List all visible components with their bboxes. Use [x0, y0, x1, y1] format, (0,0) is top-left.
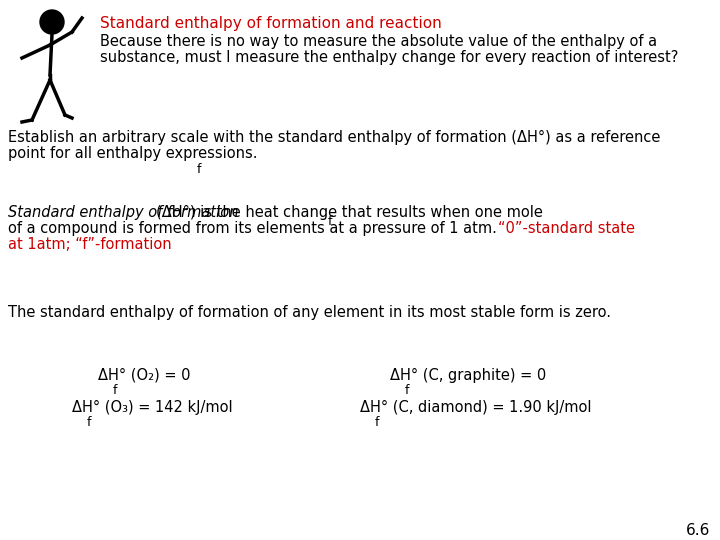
Text: substance, must I measure the enthalpy change for every reaction of interest?: substance, must I measure the enthalpy c… [100, 50, 678, 65]
Text: Standard enthalpy of formation: Standard enthalpy of formation [8, 205, 238, 220]
Text: ΔH° (C, diamond) = 1.90 kJ/mol: ΔH° (C, diamond) = 1.90 kJ/mol [360, 400, 592, 415]
Text: of a compound is formed from its elements at a pressure of 1 atm.: of a compound is formed from its element… [8, 221, 506, 236]
Text: at 1atm; “f”-formation: at 1atm; “f”-formation [8, 237, 171, 252]
Text: ΔH° (O₂) = 0: ΔH° (O₂) = 0 [98, 368, 191, 383]
Text: 6.6: 6.6 [685, 523, 710, 538]
Text: f: f [87, 416, 91, 429]
Text: f: f [405, 384, 410, 397]
Text: The standard enthalpy of formation of any element in its most stable form is zer: The standard enthalpy of formation of an… [8, 305, 611, 320]
Text: (ΔH°) is the heat change that results when one mole: (ΔH°) is the heat change that results wh… [8, 205, 543, 220]
Text: Because there is no way to measure the absolute value of the enthalpy of a: Because there is no way to measure the a… [100, 34, 657, 49]
Circle shape [40, 10, 64, 34]
Text: f: f [197, 163, 202, 176]
Text: point for all enthalpy expressions.: point for all enthalpy expressions. [8, 146, 258, 161]
Text: Establish an arbitrary scale with the standard enthalpy of formation (ΔH°) as a : Establish an arbitrary scale with the st… [8, 130, 660, 145]
Text: f: f [375, 416, 379, 429]
Text: “0”-standard state: “0”-standard state [498, 221, 635, 236]
Text: Standard enthalpy of formation and reaction: Standard enthalpy of formation and react… [100, 16, 442, 31]
Text: ΔH° (O₃) = 142 kJ/mol: ΔH° (O₃) = 142 kJ/mol [72, 400, 233, 415]
Text: ΔH° (C, graphite) = 0: ΔH° (C, graphite) = 0 [390, 368, 546, 383]
Text: f: f [113, 384, 117, 397]
Text: f: f [328, 215, 333, 228]
